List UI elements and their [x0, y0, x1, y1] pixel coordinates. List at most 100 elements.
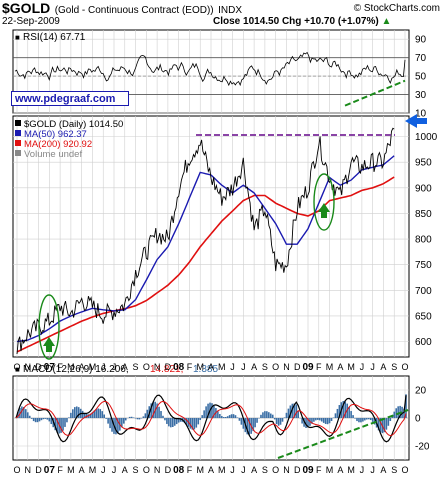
macd-xaxis-label: 08 [173, 465, 185, 476]
rsi-tick-label: 30 [415, 90, 427, 101]
date-label: 22-Sep-2009 [2, 16, 60, 27]
macd-xaxis-label: J [360, 465, 365, 475]
price-tick-label: 700 [415, 286, 432, 297]
url-link[interactable]: www.pdegraaf.com [11, 91, 129, 106]
price-xaxis-label: A [251, 362, 257, 372]
macd-xaxis-label: M [67, 465, 75, 475]
rsi-legend-swatch: ■ [15, 33, 20, 42]
macd-xaxis-label: J [112, 465, 117, 475]
price-tick-label: 1000 [415, 132, 438, 143]
price-xaxis-label: 07 [44, 362, 56, 373]
macd-signal-value: 14.821, [150, 364, 183, 375]
close-chg-label: Close 1014.50 Chg +10.70 (+1.07%) ▲ [213, 16, 391, 27]
price-xaxis-label: N [154, 362, 161, 372]
price-xaxis-label: J [101, 362, 106, 372]
price-xaxis-label: A [79, 362, 85, 372]
macd-xaxis-label: M [347, 465, 355, 475]
price-legend-label: MA(200) 920.92 [24, 139, 92, 150]
macd-tick-label: -20 [415, 442, 430, 453]
macd-legend-swatch: ■ [15, 365, 20, 374]
price-xaxis-label: J [370, 362, 375, 372]
rsi-tick-label: 50 [415, 72, 427, 83]
chg-label: Chg +10.70 (+1.07%) [281, 16, 379, 27]
price-legend-label: Volume undef [24, 149, 82, 160]
rsi-trendline [344, 79, 406, 107]
symbol-title: $GOLD [2, 0, 51, 16]
price-xaxis-label: M [326, 362, 334, 372]
price-legend-label: MA(50) 962.37 [24, 129, 87, 140]
macd-xaxis-label: O [143, 465, 150, 475]
macd-hist-value: 1.385 [193, 364, 218, 375]
price-xaxis-label: O [13, 362, 20, 372]
macd-xaxis-label: J [101, 465, 106, 475]
macd-xaxis-label: D [294, 465, 301, 475]
chart-header: $GOLD (Gold - Continuous Contract (EOD))… [2, 0, 242, 18]
price-xaxis-label: M [218, 362, 226, 372]
macd-xaxis-label: F [316, 465, 322, 475]
macd-xaxis-label: J [370, 465, 375, 475]
price-xaxis-label: N [25, 362, 32, 372]
macd-xaxis-label: A [251, 465, 257, 475]
price-xaxis-label: M [347, 362, 355, 372]
macd-xaxis-label: 07 [44, 465, 56, 476]
price-legend-label: $GOLD (Daily) 1014.50 [24, 119, 123, 130]
price-xaxis-label: S [391, 362, 397, 372]
macd-xaxis-label: M [218, 465, 226, 475]
macd-xaxis-label: F [57, 465, 63, 475]
macd-xaxis-label: A [122, 465, 128, 475]
price-xaxis-label: M [196, 362, 204, 372]
rsi-line [14, 51, 406, 87]
price-legend-swatch [15, 150, 21, 156]
price-xaxis-label: A [337, 362, 343, 372]
price-xaxis-label: A [380, 362, 386, 372]
macd-xaxis-label: S [262, 465, 268, 475]
price-xaxis-label: J [241, 362, 246, 372]
macd-xaxis-label: 09 [302, 465, 314, 476]
price-xaxis-label: S [262, 362, 268, 372]
price-legend-swatch [15, 140, 21, 146]
chg-up-arrow: ▲ [381, 16, 392, 27]
price-xaxis-label: N [283, 362, 290, 372]
price-xaxis-label: A [208, 362, 214, 372]
price-legend-swatch [15, 130, 21, 136]
price-xaxis-label: J [230, 362, 235, 372]
price-xaxis-label: D [35, 362, 42, 372]
rsi-tick-label: 10 [415, 109, 427, 120]
price-xaxis-label: F [316, 362, 322, 372]
price-xaxis-label: J [112, 362, 117, 372]
price-xaxis-label: J [360, 362, 365, 372]
price-xaxis-label: D [165, 362, 172, 372]
rsi-tick-label: 70 [415, 53, 427, 64]
macd-line [15, 394, 407, 443]
price-xaxis-label: F [187, 362, 193, 372]
macd-tick-label: 0 [415, 414, 421, 425]
macd-tick-label: 20 [415, 386, 427, 397]
price-tick-label: 850 [415, 209, 432, 220]
price-tick-label: 600 [415, 337, 432, 348]
symbol-description: (Gold - Continuous Contract (EOD)) [54, 5, 214, 16]
price-xaxis-label: O [143, 362, 150, 372]
green-up-arrow-icon [43, 337, 55, 352]
price-legend-swatch [15, 120, 21, 126]
price-xaxis-label: D [294, 362, 301, 372]
macd-xaxis-label: O [13, 465, 20, 475]
macd-trendline [277, 409, 409, 459]
blue-arrow-icon [417, 118, 427, 124]
macd-xaxis-label: N [25, 465, 32, 475]
price-xaxis-label: A [122, 362, 128, 372]
macd-xaxis-label: O [401, 465, 408, 475]
price-xaxis-label: O [401, 362, 408, 372]
price-xaxis-label: S [133, 362, 139, 372]
price-tick-label: 950 [415, 158, 432, 169]
macd-title: MACD(12,26,9) 16.206, [23, 364, 129, 375]
price-xaxis-label: F [57, 362, 63, 372]
macd-xaxis-label: N [154, 465, 161, 475]
rsi-title: RSI(14) 67.71 [23, 32, 86, 43]
macd-xaxis-label: D [165, 465, 172, 475]
macd-xaxis-label: M [89, 465, 97, 475]
macd-xaxis-label: M [326, 465, 334, 475]
price-tick-label: 900 [415, 183, 432, 194]
macd-xaxis-label: A [380, 465, 386, 475]
price-xaxis-label: 09 [302, 362, 314, 373]
